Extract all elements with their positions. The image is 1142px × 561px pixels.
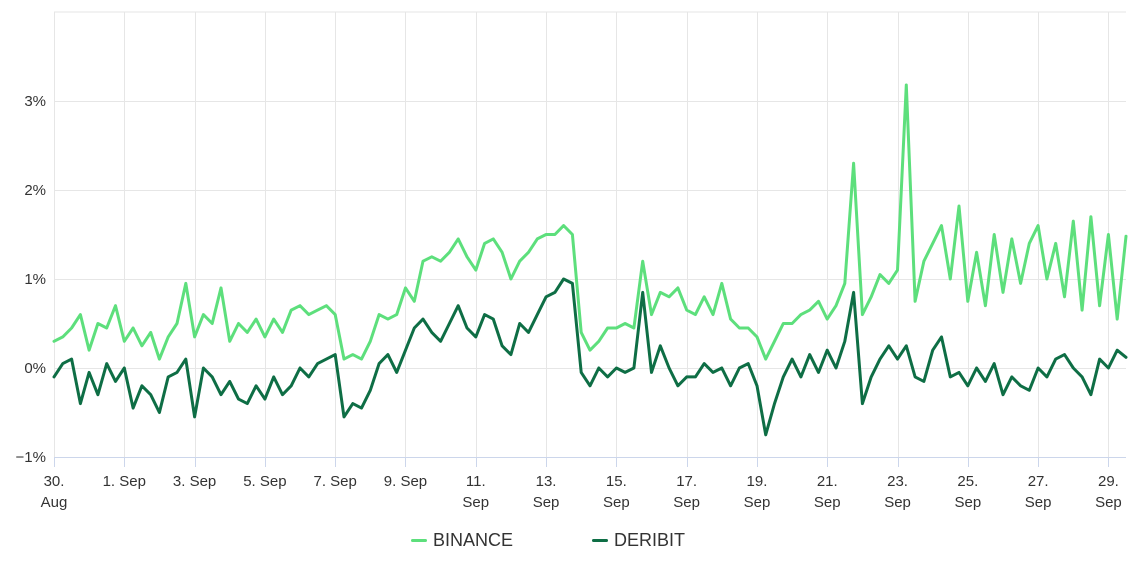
y-axis-labels: −1% 0% 1% 2% 3% (16, 93, 46, 466)
x-tick-label: Sep (744, 494, 771, 511)
x-tick-label: 27. (1028, 473, 1049, 490)
y-tick-label: 0% (24, 360, 46, 377)
x-tick-label: 1. Sep (103, 473, 146, 490)
x-axis-labels: 30. Aug 1. Sep 3. Sep 5. Sep 7. Sep 9. Sep 11. S… (41, 473, 1122, 511)
series-lines (52, 83, 1128, 437)
x-tick-label: 3. Sep (173, 473, 216, 490)
legend-item-binance[interactable]: BINANCE (411, 528, 513, 552)
x-tick-label: 11. (466, 473, 486, 490)
x-tick-label: Sep (954, 494, 981, 511)
x-tick-label: Sep (814, 494, 841, 511)
x-tick-label: 30. (44, 473, 65, 490)
x-tick-label: 13. (536, 473, 557, 490)
x-tick-label: Sep (1095, 494, 1122, 511)
y-tick-label: −1% (16, 449, 46, 466)
x-tick-label: 9. Sep (384, 473, 427, 490)
x-tick-label: 23. (887, 473, 908, 490)
x-tick-label: Sep (462, 494, 489, 511)
legend-item-deribit[interactable]: DERIBIT (592, 528, 685, 552)
y-tick-label: 3% (24, 93, 46, 110)
x-tick-label: 21. (817, 473, 838, 490)
grid (54, 11, 1126, 467)
x-tick-label: 25. (957, 473, 978, 490)
x-tick-label: Aug (41, 494, 68, 511)
x-tick-label: 7. Sep (313, 473, 356, 490)
legend-swatch-binance (411, 538, 427, 542)
y-tick-label: 2% (24, 182, 46, 199)
x-tick-label: Sep (533, 494, 560, 511)
x-tick-label: 5. Sep (243, 473, 286, 490)
x-tick-label: 19. (747, 473, 768, 490)
legend-label-deribit: DERIBIT (614, 529, 686, 550)
x-tick-label: 29. (1098, 473, 1119, 490)
line-chart: −1% 0% 1% 2% 3% 30. Aug 1. Sep 3. Sep 5. Sep 7. S… (16, 11, 1128, 511)
y-tick-label: 1% (24, 271, 46, 288)
series-line-binance (52, 83, 1128, 361)
x-tick-label: Sep (884, 494, 911, 511)
legend: BINANCE DERIBIT (0, 528, 1142, 552)
legend-swatch-deribit (592, 538, 608, 542)
legend-label-binance: BINANCE (433, 529, 514, 550)
x-tick-label: 15. (606, 473, 627, 490)
series-line-deribit (52, 277, 1128, 437)
x-tick-label: Sep (603, 494, 630, 511)
x-tick-label: 17. (676, 473, 697, 490)
x-tick-label: Sep (673, 494, 700, 511)
x-tick-label: Sep (1025, 494, 1052, 511)
